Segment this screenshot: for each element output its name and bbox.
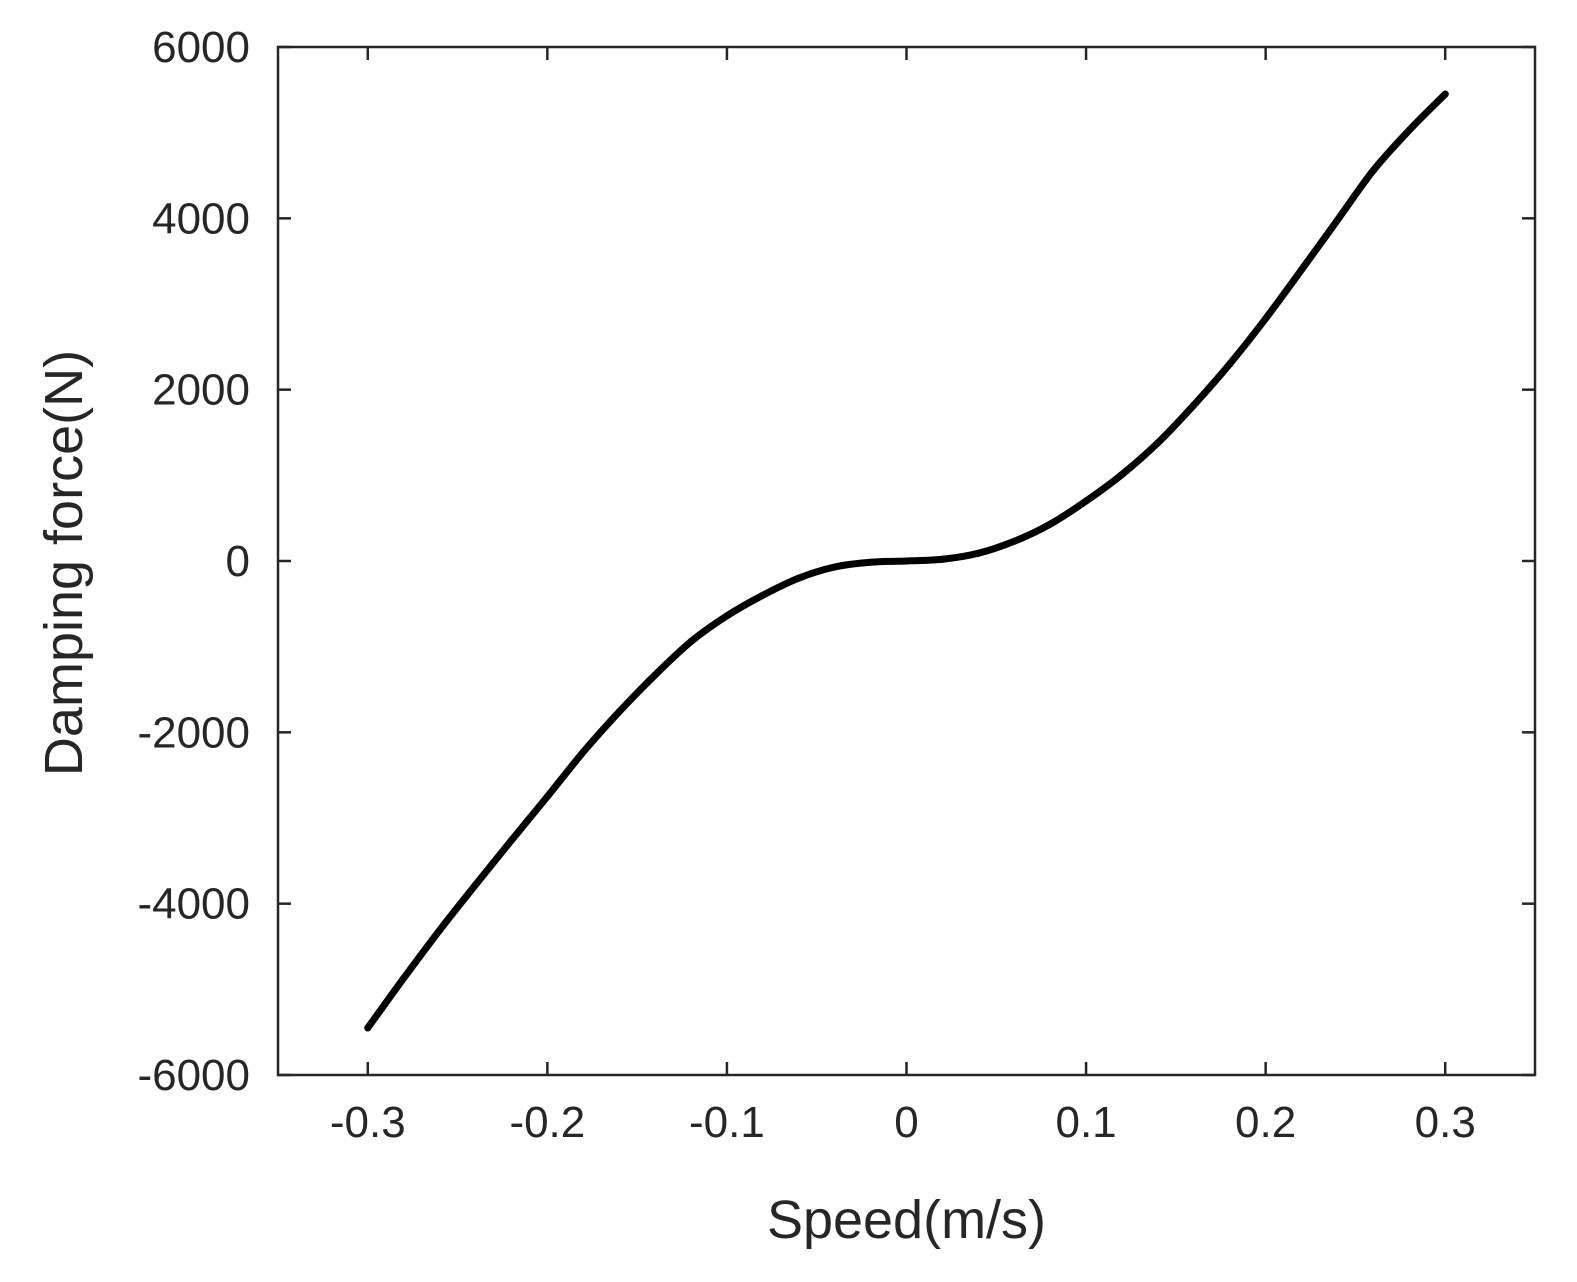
y-axis-ticks: -6000 -4000 -2000 0 2000 4000 6000	[137, 23, 1535, 1100]
y-tick-label: -6000	[137, 1051, 250, 1100]
x-tick-label: -0.2	[509, 1098, 585, 1147]
x-tick-label: 0.3	[1415, 1098, 1476, 1147]
plot-area-border	[276, 45, 1537, 1077]
y-tick-label: -4000	[137, 880, 250, 929]
x-tick-label: 0.2	[1235, 1098, 1296, 1147]
data-point	[1190, 401, 1198, 409]
y-tick-label: 6000	[152, 23, 250, 72]
data-point	[400, 974, 408, 982]
data-point	[1298, 266, 1306, 274]
data-point	[615, 708, 623, 716]
data-point	[759, 591, 767, 599]
y-tick-label: 2000	[152, 366, 250, 415]
data-point	[1405, 126, 1413, 134]
data-point	[974, 549, 982, 557]
x-tick-label: 0	[894, 1098, 918, 1147]
data-point	[831, 563, 839, 571]
x-tick-label: 0.1	[1055, 1098, 1116, 1147]
y-tick-label: 4000	[152, 194, 250, 243]
data-point	[1082, 497, 1090, 505]
y-tick-label: -2000	[137, 708, 250, 757]
data-point	[723, 612, 731, 620]
data-point	[436, 926, 444, 934]
data-point	[903, 557, 910, 565]
series-layer	[364, 90, 1449, 1032]
data-point	[543, 793, 551, 801]
x-axis-label: Speed(m/s)	[767, 1190, 1046, 1250]
data-point	[687, 638, 695, 646]
y-axis-label: Damping force(N)	[34, 350, 94, 776]
data-point	[1262, 315, 1270, 323]
data-point	[1369, 166, 1377, 174]
x-tick-label: -0.3	[330, 1098, 406, 1147]
x-axis-ticks: -0.3 -0.2 -0.1 0 0.1 0.2 0.3	[330, 47, 1476, 1147]
data-point	[364, 1024, 372, 1032]
data-point	[938, 555, 946, 563]
data-point	[472, 881, 480, 889]
data-point	[795, 574, 803, 582]
data-point	[651, 671, 659, 679]
x-tick-label: -0.1	[689, 1098, 765, 1147]
data-point	[1441, 90, 1449, 98]
data-point	[1046, 520, 1054, 528]
y-tick-label: 0	[226, 537, 250, 586]
data-point	[1154, 439, 1162, 447]
data-point	[1226, 360, 1234, 368]
data-point	[1333, 216, 1341, 224]
data-point	[507, 836, 515, 844]
data-point	[579, 748, 587, 756]
data-point	[867, 558, 875, 566]
data-point	[1118, 470, 1126, 478]
data-point	[1010, 537, 1018, 545]
